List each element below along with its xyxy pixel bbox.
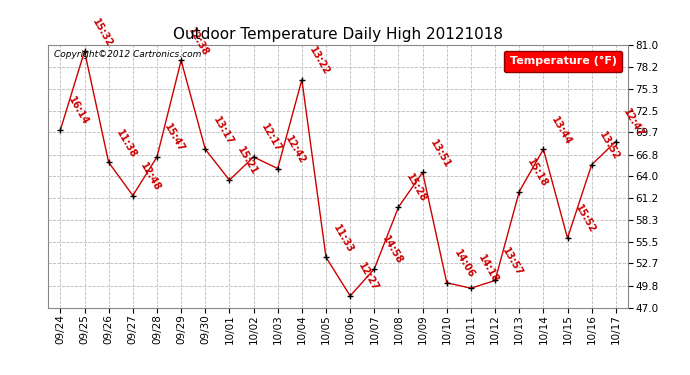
Text: 12:38: 12:38 [187, 26, 211, 58]
Text: 15:47: 15:47 [163, 122, 187, 154]
Text: 16:14: 16:14 [66, 95, 90, 127]
Text: 13:17: 13:17 [211, 115, 235, 147]
Text: 11:33: 11:33 [332, 223, 356, 255]
Text: 12:27: 12:27 [356, 261, 380, 293]
Text: 12:47: 12:47 [622, 107, 646, 139]
Text: 14:18: 14:18 [477, 254, 501, 285]
Text: 11:38: 11:38 [115, 128, 139, 160]
Text: 13:44: 13:44 [549, 115, 573, 147]
Text: 13:57: 13:57 [501, 246, 525, 278]
Text: 15:52: 15:52 [573, 203, 598, 235]
Text: Copyright©2012 Cartronics.com: Copyright©2012 Cartronics.com [54, 50, 201, 59]
Text: 12:42: 12:42 [284, 134, 308, 166]
Legend: Temperature (°F): Temperature (°F) [504, 51, 622, 72]
Text: 12:17: 12:17 [259, 122, 284, 154]
Text: 12:48: 12:48 [139, 161, 163, 193]
Text: 14:06: 14:06 [453, 248, 477, 280]
Text: 14:58: 14:58 [380, 234, 404, 266]
Text: 15:21: 15:21 [235, 146, 259, 177]
Text: 13:51: 13:51 [428, 138, 453, 170]
Text: 13:52: 13:52 [598, 130, 622, 162]
Text: 15:28: 15:28 [404, 172, 428, 204]
Text: 15:18: 15:18 [525, 157, 549, 189]
Text: 15:32: 15:32 [90, 16, 115, 48]
Text: 13:22: 13:22 [308, 45, 332, 77]
Title: Outdoor Temperature Daily High 20121018: Outdoor Temperature Daily High 20121018 [173, 27, 503, 42]
